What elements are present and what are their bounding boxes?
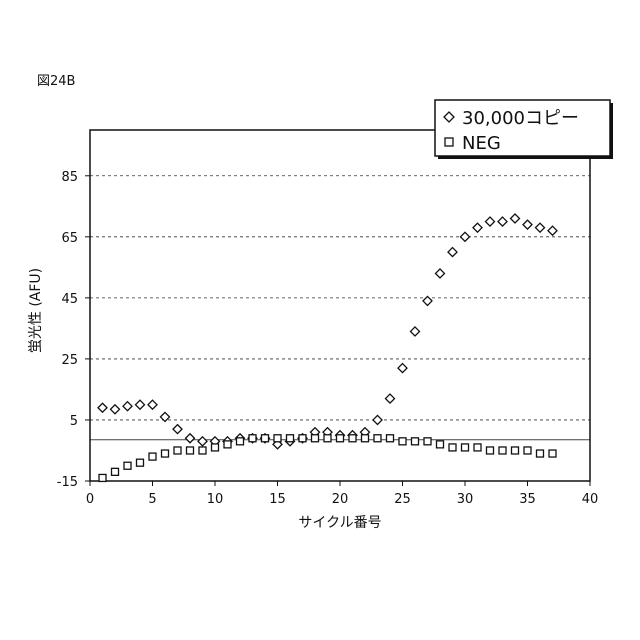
point-neg	[174, 447, 181, 454]
point-30000-copies	[523, 220, 532, 229]
x-axis-title: サイクル番号	[298, 515, 381, 531]
point-30000-copies	[498, 217, 507, 226]
point-30000-copies	[373, 415, 382, 424]
x-tick-label: 15	[269, 492, 286, 507]
point-neg	[374, 435, 381, 442]
point-neg	[199, 447, 206, 454]
x-tick-label: 30	[457, 492, 474, 507]
x-tick-label: 20	[332, 492, 349, 507]
legend: 30,000コピー NEG	[435, 100, 613, 159]
point-neg	[262, 435, 269, 442]
point-30000-copies	[511, 214, 520, 223]
legend-square-icon	[445, 138, 453, 146]
point-neg	[337, 435, 344, 442]
legend-label: 30,000コピー	[462, 108, 579, 129]
point-neg	[274, 435, 281, 442]
point-neg	[187, 447, 194, 454]
point-neg	[312, 435, 319, 442]
data-points	[98, 214, 557, 481]
point-neg	[287, 435, 294, 442]
point-neg	[499, 447, 506, 454]
y-tick-label: 65	[61, 231, 78, 246]
x-tick-label: 35	[519, 492, 536, 507]
point-neg	[124, 462, 131, 469]
point-30000-copies	[186, 434, 195, 443]
point-30000-copies	[398, 364, 407, 373]
point-neg	[112, 468, 119, 475]
point-neg	[237, 438, 244, 445]
point-neg	[412, 438, 419, 445]
y-axis-title: 蛍光性 (AFU)	[28, 268, 44, 353]
x-tick-label: 0	[86, 492, 94, 507]
point-neg	[487, 447, 494, 454]
point-neg	[324, 435, 331, 442]
point-neg	[149, 453, 156, 460]
point-30000-copies	[473, 223, 482, 232]
point-neg	[362, 435, 369, 442]
y-tick-label: 45	[61, 292, 78, 307]
y-tick-label: 25	[61, 353, 78, 368]
point-30000-copies	[111, 405, 120, 414]
x-tick-label: 40	[582, 492, 599, 507]
x-tick-label: 25	[394, 492, 411, 507]
point-neg	[524, 447, 531, 454]
point-neg	[549, 450, 556, 457]
y-tick-label: -15	[57, 475, 78, 490]
point-neg	[99, 474, 106, 481]
point-30000-copies	[411, 327, 420, 336]
point-neg	[212, 444, 219, 451]
point-neg	[537, 450, 544, 457]
point-30000-copies	[448, 248, 457, 257]
point-neg	[162, 450, 169, 457]
point-neg	[462, 444, 469, 451]
point-neg	[399, 438, 406, 445]
point-neg	[249, 435, 256, 442]
legend-label: NEG	[462, 133, 501, 154]
point-30000-copies	[548, 226, 557, 235]
point-neg	[224, 441, 231, 448]
y-tick-label: 5	[70, 414, 78, 429]
point-neg	[449, 444, 456, 451]
point-30000-copies	[198, 437, 207, 446]
point-neg	[299, 435, 306, 442]
point-30000-copies	[486, 217, 495, 226]
point-30000-copies	[148, 400, 157, 409]
x-tick-label: 5	[148, 492, 156, 507]
plot-frame	[90, 130, 590, 481]
point-neg	[474, 444, 481, 451]
point-neg	[349, 435, 356, 442]
point-neg	[137, 459, 144, 466]
x-tick-label: 10	[207, 492, 224, 507]
point-30000-copies	[436, 269, 445, 278]
y-tick-label: 85	[61, 170, 78, 185]
point-30000-copies	[173, 425, 182, 434]
point-30000-copies	[536, 223, 545, 232]
point-neg	[387, 435, 394, 442]
point-30000-copies	[423, 296, 432, 305]
point-30000-copies	[386, 394, 395, 403]
point-30000-copies	[123, 402, 132, 411]
point-neg	[424, 438, 431, 445]
point-neg	[512, 447, 519, 454]
point-neg	[437, 441, 444, 448]
point-30000-copies	[136, 400, 145, 409]
point-30000-copies	[98, 403, 107, 412]
point-30000-copies	[461, 232, 470, 241]
